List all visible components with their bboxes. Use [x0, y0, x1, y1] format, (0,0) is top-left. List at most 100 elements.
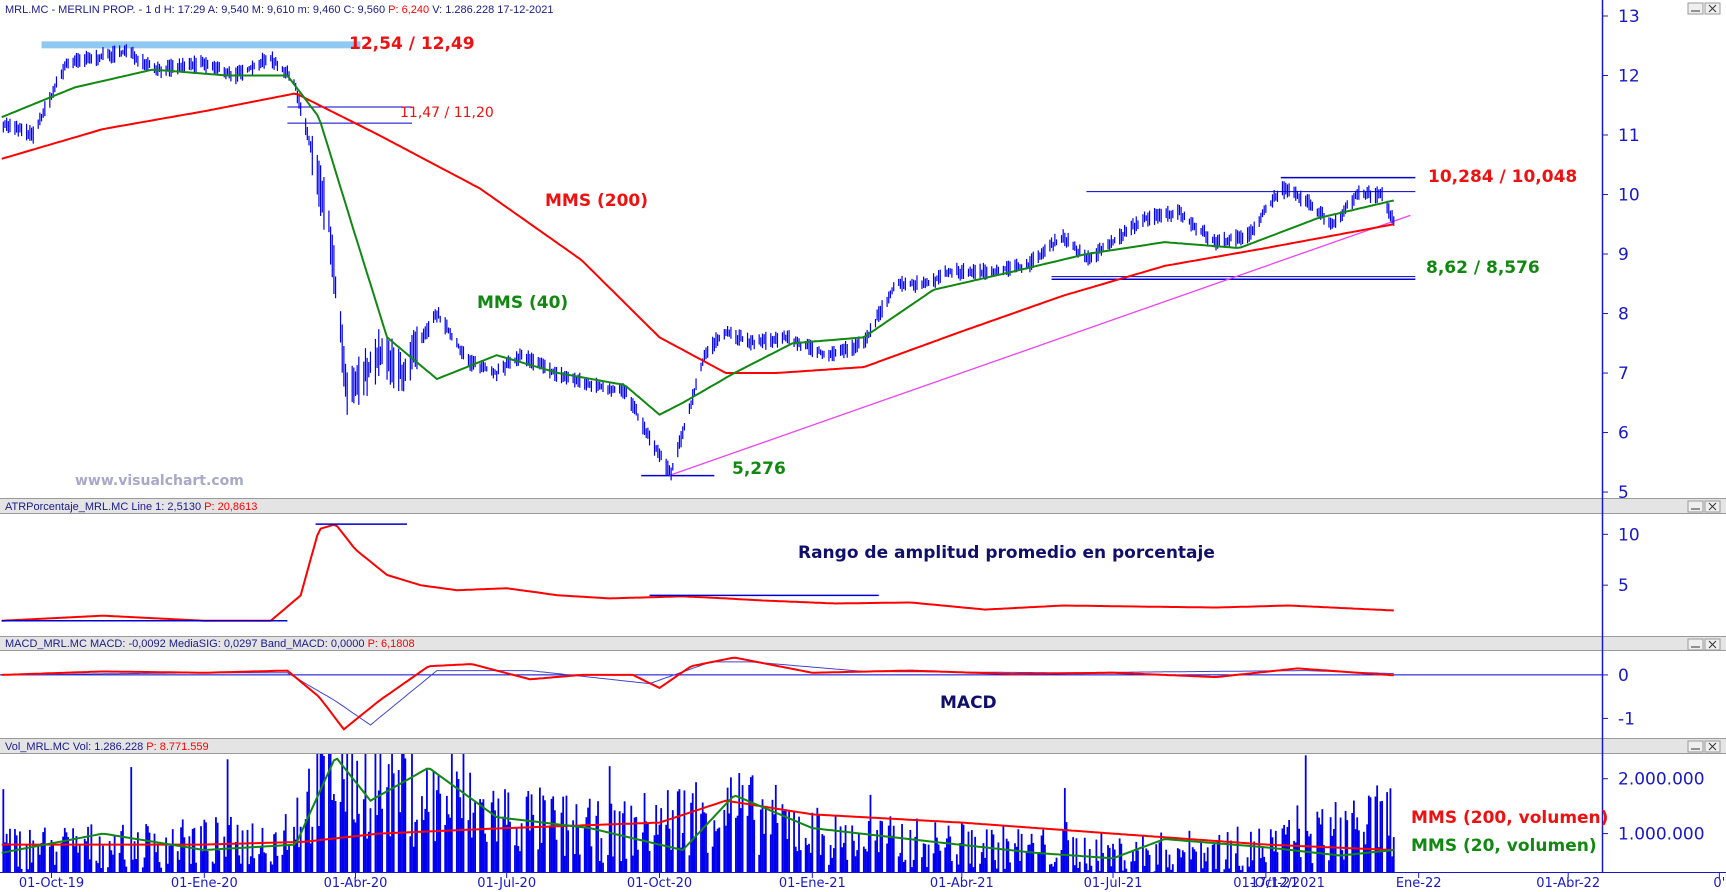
- volume-bar: [1019, 860, 1021, 872]
- volume-bar: [887, 825, 890, 872]
- volume-bar: [146, 826, 149, 872]
- volume-bar: [867, 821, 870, 872]
- volume-bar: [751, 775, 754, 872]
- minimize-button[interactable]: [1687, 2, 1704, 15]
- volume-bar: [30, 862, 33, 872]
- volume-bar: [922, 843, 925, 872]
- volume-bar: [216, 822, 219, 872]
- volume-bar: [108, 841, 111, 872]
- volume-bar: [502, 816, 505, 872]
- volume-bar: [482, 799, 485, 872]
- volume-bar: [889, 816, 892, 872]
- volume-bar: [590, 846, 593, 872]
- volume-bar: [1062, 830, 1065, 872]
- volume-bar: [1203, 852, 1206, 872]
- volume-bar: [701, 802, 704, 872]
- volume-bar: [846, 859, 849, 872]
- close-icon: [1708, 742, 1717, 751]
- volume-bar: [67, 837, 70, 872]
- price-axis-tick-label: 9: [1618, 245, 1629, 265]
- volume-bar: [391, 754, 393, 872]
- volume-bar: [333, 794, 335, 872]
- volume-bar: [168, 845, 171, 872]
- volume-bar: [7, 843, 10, 872]
- volume-bar: [538, 787, 541, 872]
- panel-window-controls: [1687, 2, 1721, 15]
- volume-bar: [1387, 835, 1390, 872]
- volume-bar: [665, 824, 668, 872]
- volume-bar: [637, 849, 639, 872]
- volume-bar: [1386, 792, 1389, 872]
- volume-bar: [1125, 868, 1128, 872]
- volume-bar: [514, 845, 516, 872]
- x-axis-tick-label: Ene-22: [1396, 876, 1442, 891]
- volume-bar: [715, 831, 717, 872]
- volume-bar: [763, 833, 766, 872]
- volume-bar: [1321, 809, 1324, 872]
- minimize-button[interactable]: [1687, 638, 1704, 651]
- volume-bar: [404, 758, 407, 872]
- volume-bar: [543, 800, 546, 872]
- volume-bar: [472, 812, 475, 872]
- volume-bar: [1352, 800, 1355, 872]
- volume-bar: [141, 867, 144, 872]
- volume-bar: [625, 858, 628, 872]
- volume-bar: [73, 846, 76, 872]
- volume-bar: [494, 810, 496, 872]
- volume-bar: [600, 838, 603, 872]
- volume-bar: [683, 790, 686, 872]
- volume-bar: [635, 816, 638, 872]
- volume-bar: [990, 829, 993, 872]
- volume-bar: [87, 826, 89, 872]
- volume-bar: [856, 850, 859, 872]
- volume-bar: [736, 815, 739, 872]
- volume-bar: [949, 836, 952, 872]
- volume-bar: [416, 819, 418, 872]
- volume-bar: [1025, 851, 1028, 872]
- volume-bar: [296, 797, 299, 872]
- volume-bar: [852, 840, 855, 872]
- volume-bar: [191, 828, 194, 872]
- volume-bar: [643, 793, 646, 872]
- volume-bar: [1090, 865, 1093, 872]
- volume-bar: [72, 828, 74, 872]
- volume-bar: [1050, 863, 1053, 872]
- volume-bar: [356, 760, 359, 872]
- minimize-button[interactable]: [1687, 500, 1704, 513]
- volume-bar: [1048, 864, 1051, 872]
- volume-bar: [670, 849, 673, 872]
- volume-bar: [376, 815, 378, 872]
- volume-bar: [1230, 840, 1232, 872]
- volume-bar: [1377, 847, 1380, 872]
- volume-bar: [718, 827, 721, 872]
- volume-bar: [658, 824, 661, 872]
- volume-bar: [218, 850, 221, 872]
- price-axis-tick-label: 12: [1618, 67, 1640, 87]
- volume-bar: [560, 812, 563, 872]
- volume-mms20-label: MMS (20, volumen): [1411, 836, 1597, 856]
- range-bottom-label: 8,62 / 8,576: [1426, 258, 1540, 278]
- panel-separator: [0, 498, 1726, 514]
- volume-bar: [892, 825, 895, 872]
- volume-bar: [997, 842, 1000, 872]
- close-icon: [1708, 640, 1717, 649]
- volume-bar: [1097, 860, 1099, 872]
- volume-bar: [695, 782, 697, 872]
- volume-bar: [1226, 832, 1229, 872]
- volume-bar: [666, 790, 669, 872]
- x-axis-tick-label: 01-Ene-20: [171, 876, 238, 891]
- volume-bar: [5, 833, 8, 872]
- x-axis-tick-label: 01-Jul-21: [1084, 876, 1143, 891]
- minimize-button[interactable]: [1687, 740, 1704, 753]
- volume-bar: [1005, 838, 1008, 872]
- volume-bar: [612, 856, 614, 872]
- volume-bar: [20, 868, 23, 872]
- volume-bar: [1344, 810, 1347, 872]
- volume-bar: [1354, 829, 1357, 872]
- volume-bar: [1241, 865, 1244, 872]
- volume-bar: [962, 824, 965, 872]
- volume-bar: [474, 801, 477, 872]
- volume-bar: [234, 842, 237, 872]
- price-axis-tick-label: 13: [1618, 7, 1640, 27]
